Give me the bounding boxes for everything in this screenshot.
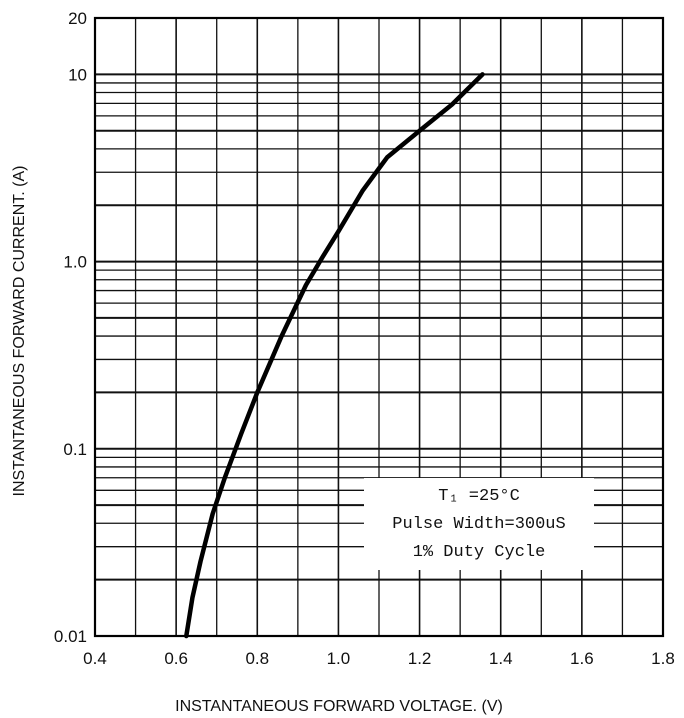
forward-current-curve [184,72,485,639]
x-tick-label: 0.6 [164,649,188,668]
annotation-line: Pulse Width=300uS [392,515,565,534]
x-tick-label: 1.8 [651,649,675,668]
annotation-line: T₁ =25°C [438,487,520,506]
x-tick-label: 0.8 [245,649,269,668]
grid [95,18,663,636]
x-tick-label: 1.6 [570,649,594,668]
x-tick-label: 0.4 [83,649,107,668]
conditions-annotation: T₁ =25°C Pulse Width=300uS 1% Duty Cycle [364,478,594,570]
y-tick-label: 10 [68,65,87,84]
y-tick-label: 0.1 [63,440,87,459]
x-tick-label: 1.2 [408,649,432,668]
x-tick-label: 1.4 [489,649,513,668]
y-tick-labels: 0.01 0.1 1.0 10 20 [54,9,87,646]
y-tick-label: 1.0 [63,253,87,272]
y-tick-label: 0.01 [54,627,87,646]
y-tick-label: 20 [68,9,87,28]
series-layer [184,72,485,639]
annotation-line: 1% Duty Cycle [413,543,546,562]
annotation-background [364,478,594,570]
x-tick-label: 1.0 [327,649,351,668]
y-axis-title: INSTANTANEOUS FORWARD CURRENT. (A) [11,166,28,497]
x-tick-labels: 0.4 0.6 0.8 1.0 1.2 1.4 1.6 1.8 [83,649,675,668]
plot-frame [93,16,665,638]
plot-border [93,16,665,638]
x-axis-title: INSTANTANEOUS FORWARD VOLTAGE. (V) [175,698,503,715]
